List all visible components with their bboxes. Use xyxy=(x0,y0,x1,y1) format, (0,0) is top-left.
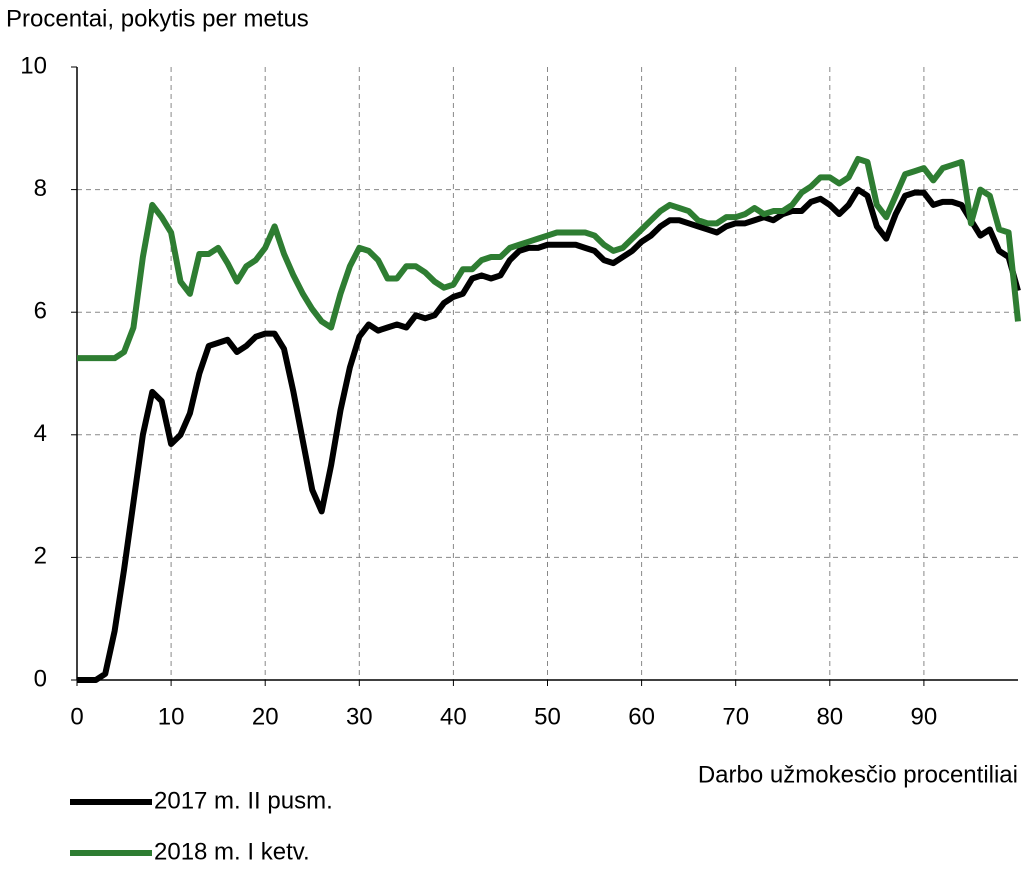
x-tick-label: 0 xyxy=(70,703,83,730)
x-tick-label: 60 xyxy=(628,703,655,730)
y-tick-label: 2 xyxy=(34,543,47,570)
line-series xyxy=(77,155,1021,362)
y-tick-label: 4 xyxy=(34,420,47,447)
legend-label: 2018 m. I ketv. xyxy=(154,838,310,865)
x-tick-label: 30 xyxy=(346,703,373,730)
y-tick-label: 8 xyxy=(34,175,47,202)
legend-label: 2017 m. II pusm. xyxy=(154,787,333,814)
x-tick-label: 80 xyxy=(816,703,843,730)
y-tick-label: 10 xyxy=(20,52,47,79)
x-tick-label: 70 xyxy=(722,703,749,730)
x-tick-label: 50 xyxy=(534,703,561,730)
x-axis-label: Darbo užmokesčio procentiliai xyxy=(698,761,1018,788)
x-tick-label: 20 xyxy=(252,703,279,730)
y-axis-label: Procentai, pokytis per metus xyxy=(6,5,309,32)
y-tick-label: 0 xyxy=(34,665,47,692)
y-tick-label: 6 xyxy=(34,298,47,325)
x-tick-label: 90 xyxy=(911,703,938,730)
line-series xyxy=(77,186,1021,683)
x-tick-label: 10 xyxy=(158,703,185,730)
x-tick-label: 40 xyxy=(440,703,467,730)
